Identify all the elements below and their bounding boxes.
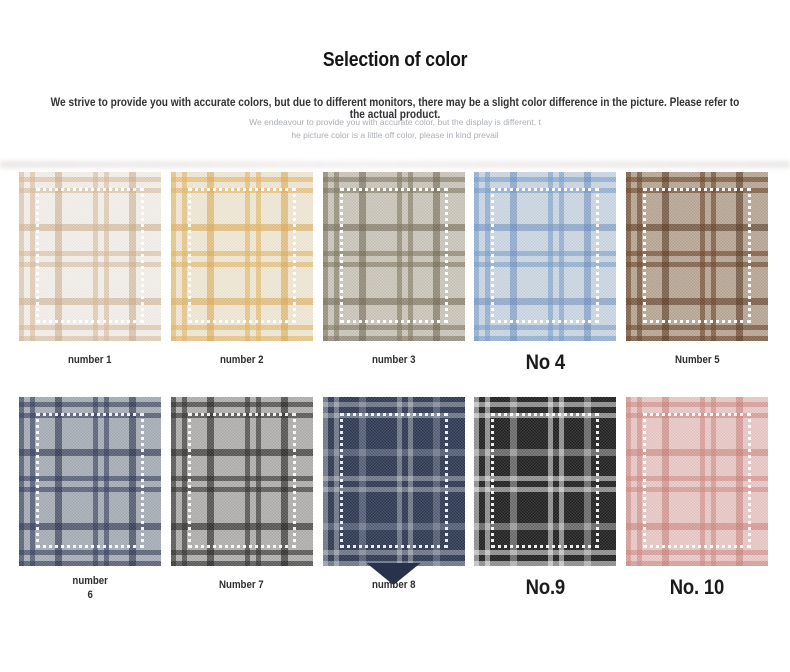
fabric-swatch-image [19, 397, 161, 566]
swatch-label: number 8 [371, 579, 416, 591]
stitch-overlay [187, 413, 296, 548]
fabric-swatch: number 6 [19, 397, 161, 617]
swatch-caption: number 6 [19, 575, 161, 617]
swatch-caption: Number 7 [171, 575, 313, 617]
fabric-swatch: No 4 [474, 172, 617, 392]
swatch-caption: number 1 [19, 350, 161, 392]
note-line-1: We endeavour to provide you with accurat… [249, 117, 541, 127]
swatch-caption: number 8 [323, 575, 465, 617]
swatch-label: No 4 [525, 351, 566, 374]
fabric-swatch-image [19, 172, 161, 341]
stitch-overlay [187, 188, 296, 323]
fabric-swatch: No. 10 [626, 397, 768, 617]
stitch-overlay [339, 413, 448, 548]
fabric-swatch-image [626, 172, 768, 341]
fabric-swatch-image [626, 397, 768, 566]
fabric-swatch-image [322, 397, 465, 566]
stitch-overlay [643, 188, 751, 323]
fabric-swatch-image [474, 397, 617, 566]
stitch-overlay [643, 413, 751, 548]
fabric-swatch: number 1 [19, 172, 161, 392]
swatch-label: No. 10 [669, 576, 725, 599]
swatch-caption: No.9 [474, 575, 616, 617]
swatch-label: number 1 [68, 354, 112, 366]
stitch-overlay [36, 413, 144, 548]
fabric-swatch: Number 5 [626, 172, 768, 392]
fabric-swatch: number 8 [322, 397, 465, 617]
swatch-label: number 3 [371, 354, 416, 366]
swatch-label: No.9 [525, 576, 566, 599]
swatch-caption: number 3 [323, 350, 465, 392]
color-disclaimer-note: We endeavour to provide you with accurat… [0, 116, 790, 142]
note-line-2: he picture color is a little off color, … [291, 130, 499, 141]
swatch-row-1: number 1 number 2 number 3 No 4 [19, 172, 768, 392]
swatch-label: Number 7 [219, 579, 265, 591]
blur-artifact-band [0, 161, 790, 168]
fabric-swatch: number 2 [170, 172, 313, 392]
fabric-swatch-image [322, 172, 465, 341]
fabric-swatch-image [170, 172, 313, 341]
fabric-swatch-image [170, 397, 313, 566]
fabric-swatch: No.9 [474, 397, 617, 617]
swatch-label: number 2 [219, 354, 264, 366]
stitch-overlay [491, 188, 600, 323]
swatch-label: Number 5 [674, 354, 720, 366]
fabric-swatch: Number 7 [170, 397, 313, 617]
color-disclaimer: We strive to provide you with accurate c… [50, 97, 740, 121]
page-title: Selection of color [322, 49, 468, 71]
stitch-overlay [339, 188, 448, 323]
swatch-label: number 6 [72, 575, 108, 601]
swatch-caption: No 4 [474, 350, 616, 392]
stitch-overlay [36, 188, 144, 323]
stitch-overlay [491, 413, 600, 548]
swatch-row-2: number 6 Number 7 number 8 No.9 [19, 397, 768, 617]
swatch-caption: Number 5 [626, 350, 768, 392]
swatch-caption: number 2 [171, 350, 313, 392]
fabric-swatch-image [474, 172, 617, 341]
swatch-caption: No. 10 [626, 575, 768, 617]
fabric-swatch: number 3 [322, 172, 465, 392]
